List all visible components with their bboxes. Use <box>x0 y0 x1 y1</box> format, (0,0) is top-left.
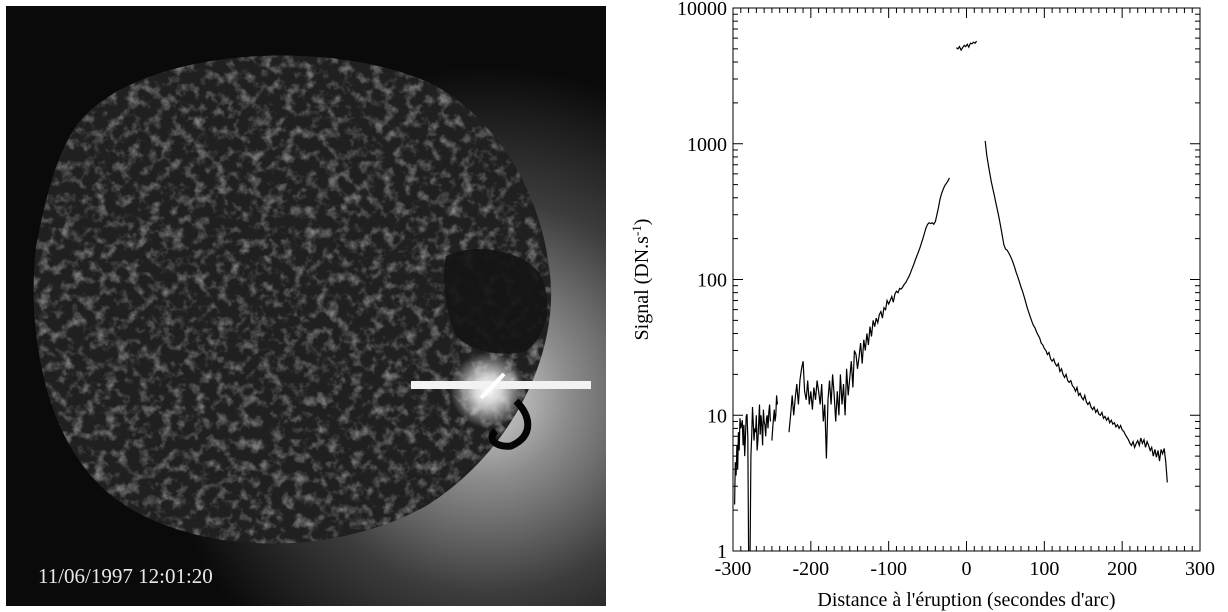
series-segment-4 <box>788 177 950 459</box>
bleed-streak <box>411 381 591 389</box>
dark-active-region <box>444 248 548 354</box>
solar-eit-image <box>6 6 606 606</box>
flare-kernel <box>479 372 506 400</box>
x-tick-label: 200 <box>1107 558 1137 580</box>
x-tick-label: -300 <box>715 558 752 580</box>
series-segment-3 <box>771 395 778 441</box>
dark-loop <box>488 398 532 450</box>
series-segment-1 <box>734 413 750 552</box>
solar-image-panel: 11/06/1997 12:01:20 <box>6 6 606 606</box>
image-timestamp: 11/06/1997 12:01:20 <box>38 564 213 588</box>
y-tick-label: 100 <box>697 270 727 292</box>
axis-ticks <box>732 8 1201 552</box>
x-tick-label: 0 <box>962 558 972 580</box>
x-tick-label: 100 <box>1029 558 1059 580</box>
x-tick-labels: -300 -200 -100 0 100 200 300 <box>715 558 1215 580</box>
plot-frame <box>732 7 1201 552</box>
y-axis-title-close: ) <box>631 219 653 226</box>
series-segment-5 <box>956 40 978 52</box>
y-tick-label: 10000 <box>677 0 727 20</box>
x-tick-label: 300 <box>1185 558 1215 580</box>
y-axis-title-exponent: -1 <box>629 225 644 236</box>
solar-disk <box>33 55 552 544</box>
y-tick-label: 10 <box>707 405 727 427</box>
y-tick-labels: 1 10 100 1000 10000 <box>677 0 727 563</box>
series-segment-6 <box>984 140 1168 483</box>
y-axis-title-main: Signal (DN.s <box>631 236 653 341</box>
x-tick-label: -200 <box>792 558 829 580</box>
y-tick-label: 1 <box>717 541 727 563</box>
signal-series <box>734 40 1168 552</box>
y-axis-title: Signal (DN.s-1) <box>629 219 654 341</box>
signal-profile-chart: -300 -200 -100 0 100 200 300 1 10 100 1000 10000 D… <box>629 0 1216 611</box>
x-axis-title: Distance à l'éruption (secondes d'arc) <box>817 589 1115 611</box>
y-tick-label: 1000 <box>687 134 727 156</box>
series-segment-2 <box>749 404 771 552</box>
x-tick-label: -100 <box>870 558 907 580</box>
